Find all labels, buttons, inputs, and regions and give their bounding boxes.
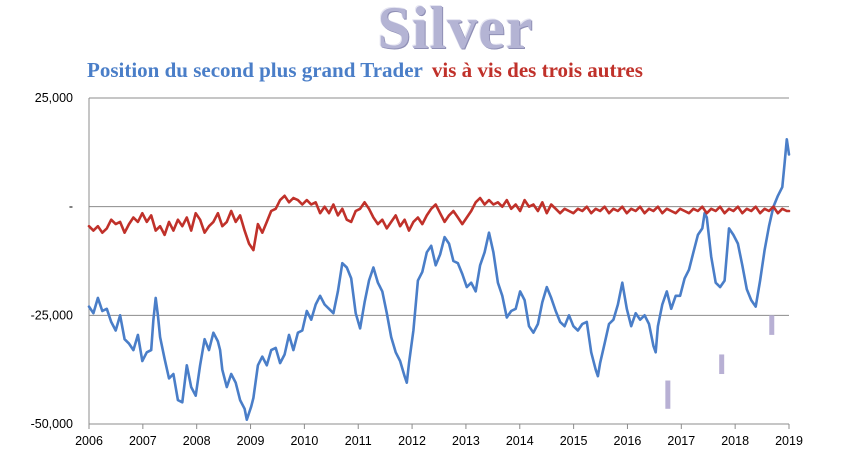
subtitle-red-part: vis à vis des trois autres [431,58,643,82]
y-tick-labels: 25,000 - -25,000 -50,000 [31,91,73,431]
x-tick-labels: 2006 2007 2008 2009 2010 2011 2012 2013 2014 2015… [75,434,803,448]
y-tick-label: -50,000 [31,417,73,431]
x-tick-label: 2017 [667,434,695,448]
series-line [87,194,791,252]
x-tick-label: 2007 [129,434,157,448]
marker-bar [719,354,725,375]
series-lines [87,138,791,422]
x-tick-label: 2013 [452,434,480,448]
marker-bar [665,380,671,409]
x-tick-label: 2016 [614,434,642,448]
x-tick-label: 2010 [290,434,318,448]
x-tick-label: 2015 [560,434,588,448]
marker-bar [769,315,775,335]
chart-title: Silver [377,0,534,61]
y-tick-label: - [69,200,73,214]
y-tick-label: -25,000 [31,308,73,322]
x-tick-label: 2014 [506,434,534,448]
x-tick-label: 2012 [398,434,426,448]
x-tick-label: 2018 [721,434,749,448]
series-line [87,138,791,422]
x-tick-label: 2009 [237,434,265,448]
chart-subtitle: Position du second plus grand Trader vis … [87,58,643,83]
y-tick-label: 25,000 [35,91,73,105]
x-tick-label: 2019 [775,434,803,448]
marker-bars [665,315,775,409]
grid-lines [89,97,789,316]
x-tick-label: 2011 [345,434,372,448]
x-tick-label: 2006 [75,434,103,448]
axes [88,98,790,429]
x-tick-label: 2008 [183,434,211,448]
subtitle-blue-part: Position du second plus grand Trader [87,58,423,82]
